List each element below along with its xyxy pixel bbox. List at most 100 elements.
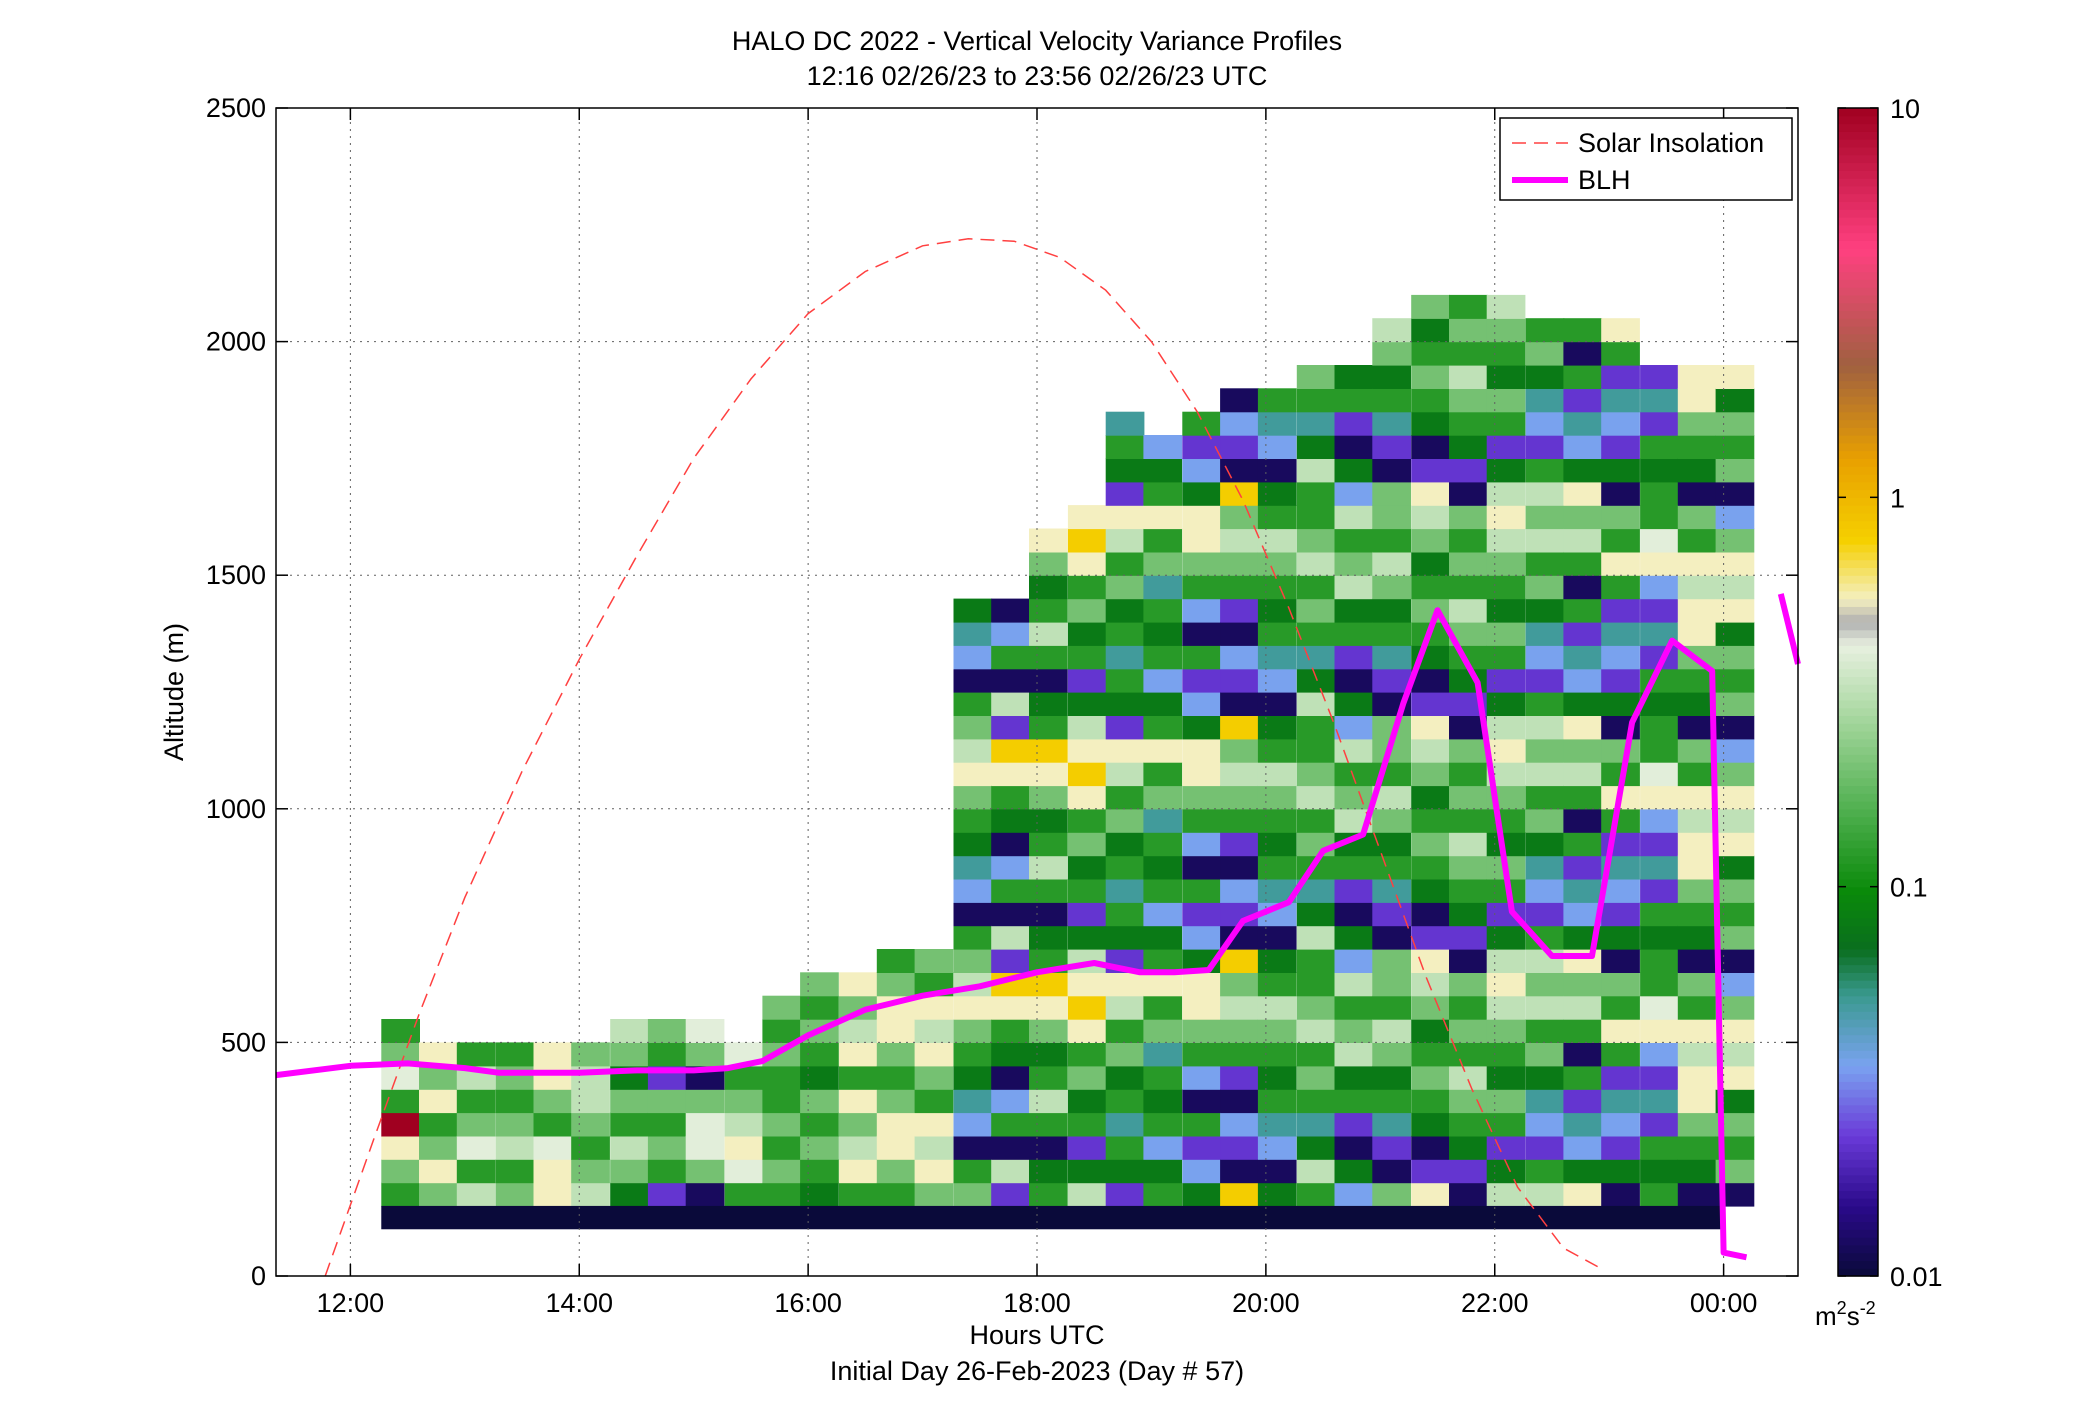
heatmap-cell <box>876 1159 916 1184</box>
heatmap-cell <box>1525 411 1565 436</box>
heatmap-cell <box>1449 1042 1488 1067</box>
heatmap-cell <box>1372 1112 1411 1137</box>
colorbar-segment <box>1838 326 1878 335</box>
heatmap-cell <box>953 645 993 670</box>
heatmap-cell <box>724 1182 764 1207</box>
heatmap-cell <box>953 598 993 623</box>
colorbar-segment <box>1838 1151 1878 1160</box>
heatmap-cell <box>1449 995 1488 1020</box>
heatmap-cell <box>1715 575 1755 600</box>
heatmap-cell <box>1449 785 1488 810</box>
heatmap-cell <box>1372 551 1411 576</box>
colorbar-segment <box>1838 1205 1878 1215</box>
heatmap-cell <box>1296 808 1336 833</box>
colorbar-segment <box>1838 839 1878 849</box>
heatmap-cell <box>1257 972 1297 997</box>
heatmap-cell <box>1563 995 1603 1020</box>
heatmap-cell <box>800 1159 839 1184</box>
heatmap-cell <box>1220 1182 1259 1207</box>
heatmap-cell <box>1257 692 1297 716</box>
heatmap-cell <box>1182 1182 1221 1207</box>
heatmap-cell <box>1411 972 1450 997</box>
heatmap-cell <box>1143 715 1183 740</box>
heatmap-cell <box>839 1089 878 1114</box>
colorbar-segment <box>1838 419 1878 428</box>
heatmap-cell <box>1449 435 1488 459</box>
heatmap-cell <box>1296 1112 1336 1137</box>
heatmap-cell <box>1029 738 1068 763</box>
heatmap-cell <box>1182 1065 1221 1090</box>
heatmap-cell <box>1067 1042 1107 1067</box>
heatmap-cell <box>1334 481 1374 506</box>
heatmap-cell <box>1372 1182 1411 1207</box>
x-tick-label: 16:00 <box>774 1288 842 1318</box>
colorbar-segment <box>1838 1190 1878 1199</box>
heatmap-cell <box>1486 528 1526 553</box>
heatmap-cell <box>876 949 916 973</box>
heatmap-cell <box>533 1182 573 1207</box>
heatmap-cell <box>839 972 878 997</box>
heatmap-cell <box>1525 668 1565 693</box>
solar-insolation-line <box>324 238 1599 1277</box>
heatmap-cell <box>1182 972 1221 997</box>
heatmap-cell <box>839 1112 878 1137</box>
heatmap-cell <box>991 808 1030 833</box>
x-axis-ticks: 12:00 14:00 16:00 18:00 20:00 22:00 00:00 <box>317 108 1757 1318</box>
heatmap-cell <box>1677 855 1717 880</box>
colorbar-segment <box>1838 754 1878 763</box>
heatmap-cell <box>953 1089 993 1114</box>
heatmap-cell <box>1067 715 1107 740</box>
colorbar-segment <box>1838 1073 1878 1082</box>
heatmap-cell <box>1257 738 1297 763</box>
colorbar-segment <box>1838 162 1878 171</box>
heatmap-cell <box>1296 575 1336 600</box>
heatmap-cell <box>914 1135 954 1160</box>
heatmap-cell <box>1334 762 1374 787</box>
heatmap-cell <box>1486 481 1526 506</box>
heatmap-cell <box>381 1182 420 1207</box>
heatmap-cell <box>1296 995 1336 1020</box>
heatmap-cell <box>1563 318 1603 343</box>
heatmap-cell <box>1182 668 1221 693</box>
heatmap-cell <box>1296 1042 1336 1067</box>
heatmap-cell <box>1449 668 1488 693</box>
heatmap-cell <box>1029 1182 1068 1207</box>
heatmap-cell <box>1029 668 1068 693</box>
colorbar-segment <box>1838 170 1878 179</box>
heatmap-cell <box>1105 972 1145 997</box>
colorbar-segment <box>1838 723 1878 732</box>
heatmap-cell <box>1296 505 1336 530</box>
heatmap-cell <box>1334 645 1374 670</box>
heatmap-cell <box>1067 832 1107 857</box>
colorbar-segment <box>1838 193 1878 203</box>
heatmap-cell <box>1601 925 1640 950</box>
heatmap-cell <box>381 1159 420 1184</box>
heatmap-cell <box>1067 949 1107 973</box>
heatmap-cell <box>1601 1182 1640 1207</box>
heatmap-cell <box>1372 949 1411 973</box>
colorbar-segment <box>1838 1213 1878 1223</box>
heatmap-cell <box>1411 902 1450 927</box>
heatmap-cell <box>1563 808 1603 833</box>
heatmap-cell <box>1257 808 1297 833</box>
heatmap-cell <box>1640 1112 1679 1137</box>
heatmap-cell <box>1067 1135 1107 1160</box>
heatmap-cell <box>685 1112 725 1137</box>
heatmap-cell <box>1449 762 1488 787</box>
heatmap-cell <box>1640 762 1679 787</box>
heatmap-cell <box>1067 505 1107 530</box>
heatmap-cell <box>1640 1089 1679 1114</box>
heatmap-cell <box>1105 785 1145 810</box>
heatmap-cell <box>1105 738 1145 763</box>
heatmap-cell <box>1640 435 1679 459</box>
colorbar-segment <box>1838 590 1878 600</box>
heatmap-cell <box>1029 785 1068 810</box>
heatmap-cell <box>1220 808 1259 833</box>
heatmap-cell <box>1182 1159 1221 1184</box>
colorbar-segment <box>1838 956 1878 966</box>
heatmap-cell <box>1143 1159 1183 1184</box>
heatmap-cell <box>419 1112 458 1137</box>
heatmap-cell <box>1525 341 1565 366</box>
colorbar-ticks: 10 1 0.1 0.01 <box>1838 94 1943 1292</box>
heatmap-cell <box>1105 808 1145 833</box>
